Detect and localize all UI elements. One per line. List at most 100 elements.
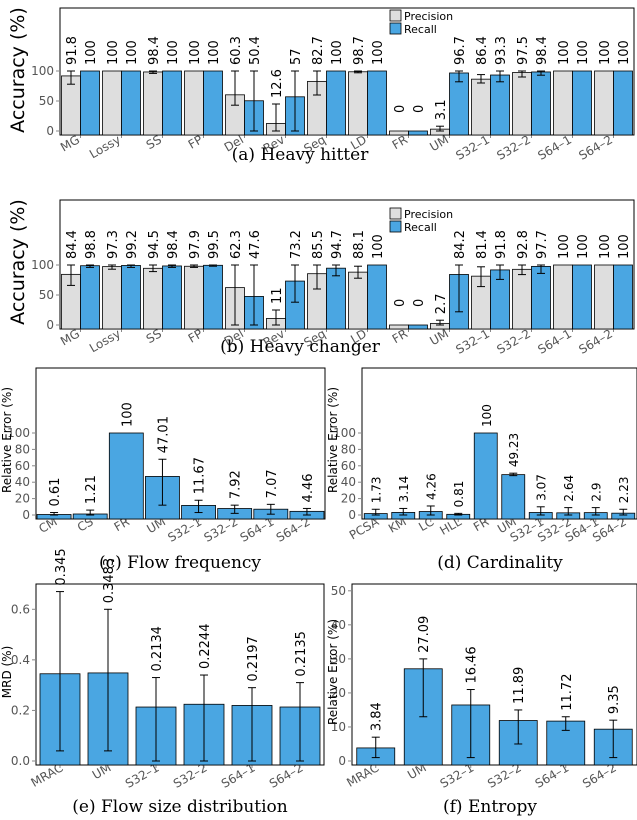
data-label: 3.84 [370,702,385,731]
precision-bar [102,266,122,330]
x-tick-label: UM [427,326,451,348]
recall-bar [613,264,633,330]
data-label: 91.8 [494,230,509,259]
precision-bar [512,268,532,330]
y-tick-label: 80 [15,442,30,456]
bar [501,474,526,520]
data-label: 1.21 [84,475,99,504]
y-tick-label: 50 [39,288,54,302]
data-label: 100 [207,40,222,65]
data-label: 0 [412,105,427,113]
recall-bar [572,70,592,136]
recall-bar [531,71,551,136]
data-label: 100 [371,234,386,259]
y-axis-label: Accuracy (%) [7,199,29,325]
precision-bar [471,78,491,136]
recall-bar [408,130,428,136]
y-tick-label: 20 [341,492,356,506]
y-axis-label: Accuracy (%) [7,7,29,133]
bar [473,432,498,520]
y-tick-label: 0.0 [11,754,30,768]
data-label: 50.4 [248,36,263,65]
data-label: 9.35 [607,685,622,714]
data-label: 2.64 [562,475,576,502]
data-label: 93.3 [494,36,509,65]
x-tick-label: S64–2 [576,132,615,162]
x-tick-label: UM [427,132,451,154]
data-label: 82.7 [311,36,326,65]
x-tick-label: MG [58,326,82,348]
data-label: 11.89 [512,667,527,704]
data-label: 7.07 [265,469,280,498]
plot-frame [35,583,325,766]
data-label: 97.5 [516,36,531,65]
data-label: 0.2244 [198,624,213,670]
data-label: 2.9 [590,483,604,502]
data-label: 0.2135 [294,631,309,677]
recall-bar [326,267,346,330]
data-label: 57 [289,48,304,65]
y-tick-label: 0 [46,124,54,138]
data-label: 11 [270,287,285,304]
x-tick-label: SS [144,132,164,152]
legend-label: Recall [404,221,437,234]
data-label: 99.5 [207,230,222,259]
legend-label: Recall [404,23,437,36]
data-label: 97.9 [188,230,203,259]
data-label: 100 [125,40,140,65]
data-label: 94.7 [330,230,345,259]
recall-bar [203,70,223,136]
y-tick-label: 0 [348,508,356,522]
data-label: 16.46 [465,646,480,683]
y-tick-label: 50 [39,94,54,108]
data-label: 12.6 [270,69,285,98]
x-tick-label: S32–1 [453,326,492,356]
data-label: 100 [120,402,135,427]
y-tick-label: 0.6 [11,602,30,616]
precision-bar [594,264,614,330]
precision-bar [143,267,163,330]
recall-bar [367,70,387,136]
y-tick-label: 100 [333,426,356,440]
data-label: 7.92 [229,470,244,499]
precision-bar [184,70,204,136]
data-label: 99.2 [125,230,140,259]
precision-bar [553,70,573,136]
recall-bar [121,70,141,136]
data-label: 100 [598,234,613,259]
data-label: 85.5 [311,230,326,259]
y-tick-label: 100 [31,64,54,78]
y-tick-label: 0.2 [11,703,30,717]
data-label: 47.01 [156,416,171,453]
precision-bar [348,271,368,330]
data-label: 3.07 [535,474,549,501]
data-label: 92.8 [516,230,531,259]
data-label: 11.67 [193,457,208,494]
x-tick-label: LD [348,326,369,346]
data-label: 0 [412,299,427,307]
data-label: 98.4 [147,36,162,65]
y-tick-label: 20 [15,492,30,506]
bar [108,432,144,520]
x-tick-label: S64–1 [535,326,574,356]
data-label: 0.2134 [150,626,165,672]
y-axis-label: Relative Error (%) [326,387,340,493]
data-label: 2.7 [434,294,449,315]
precision-bar [389,324,409,330]
x-tick-label: FP [186,132,205,151]
precision-bar [348,71,368,136]
data-label: 91.8 [65,36,80,65]
x-tick-label: MG [58,132,82,154]
data-label: 98.4 [535,36,550,65]
data-label: 98.4 [166,230,181,259]
data-label: 100 [188,40,203,65]
data-label: 84.2 [453,230,468,259]
data-label: 100 [576,234,591,259]
y-tick-label: 50 [331,584,346,598]
precision-bar [594,70,614,136]
